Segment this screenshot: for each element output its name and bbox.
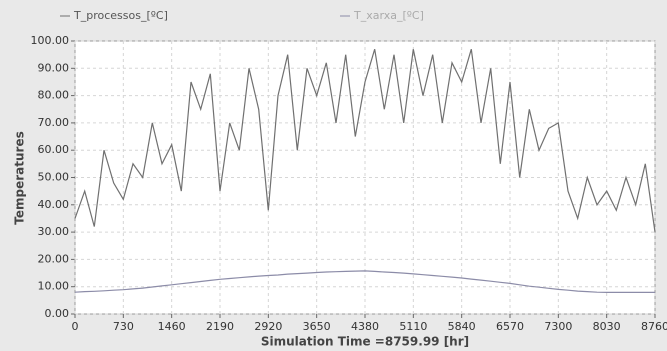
y-tick-label: 70.00	[38, 116, 70, 129]
x-tick-label: 1460	[158, 320, 186, 333]
y-tick-label: 30.00	[38, 225, 70, 238]
x-tick-label: 8030	[593, 320, 621, 333]
x-tick-label: 730	[113, 320, 134, 333]
y-tick-label: 60.00	[38, 143, 70, 156]
x-tick-label: 8760	[641, 320, 667, 333]
y-tick-label: 90.00	[38, 61, 70, 74]
x-tick-label: 4380	[351, 320, 379, 333]
series-line	[74, 270, 655, 293]
x-tick-label: 5840	[448, 320, 476, 333]
x-tick-label: 3650	[303, 320, 331, 333]
y-tick-label: 0.00	[45, 307, 70, 320]
y-tick-label: 50.00	[38, 171, 70, 184]
y-tick-label: 100.00	[31, 34, 70, 47]
legend-label: T_processos_[ºC]	[73, 9, 168, 22]
x-tick-label: 0	[72, 320, 79, 333]
x-tick-label: 5110	[399, 320, 427, 333]
x-tick-label: 7300	[544, 320, 572, 333]
y-axis-title: Temperatures	[13, 131, 27, 224]
x-tick-label: 2190	[206, 320, 234, 333]
y-tick-label: 20.00	[38, 252, 70, 265]
y-tick-label: 80.00	[38, 89, 70, 102]
y-tick-label: 40.00	[38, 198, 70, 211]
series-line	[74, 49, 656, 233]
y-tick-label: 10.00	[38, 280, 70, 293]
legend-label: T_xarxa_[ºC]	[353, 9, 424, 22]
x-tick-label: 6570	[496, 320, 524, 333]
x-axis-title: Simulation Time =8759.99 [hr]	[261, 335, 469, 349]
x-tick-label: 2920	[254, 320, 282, 333]
